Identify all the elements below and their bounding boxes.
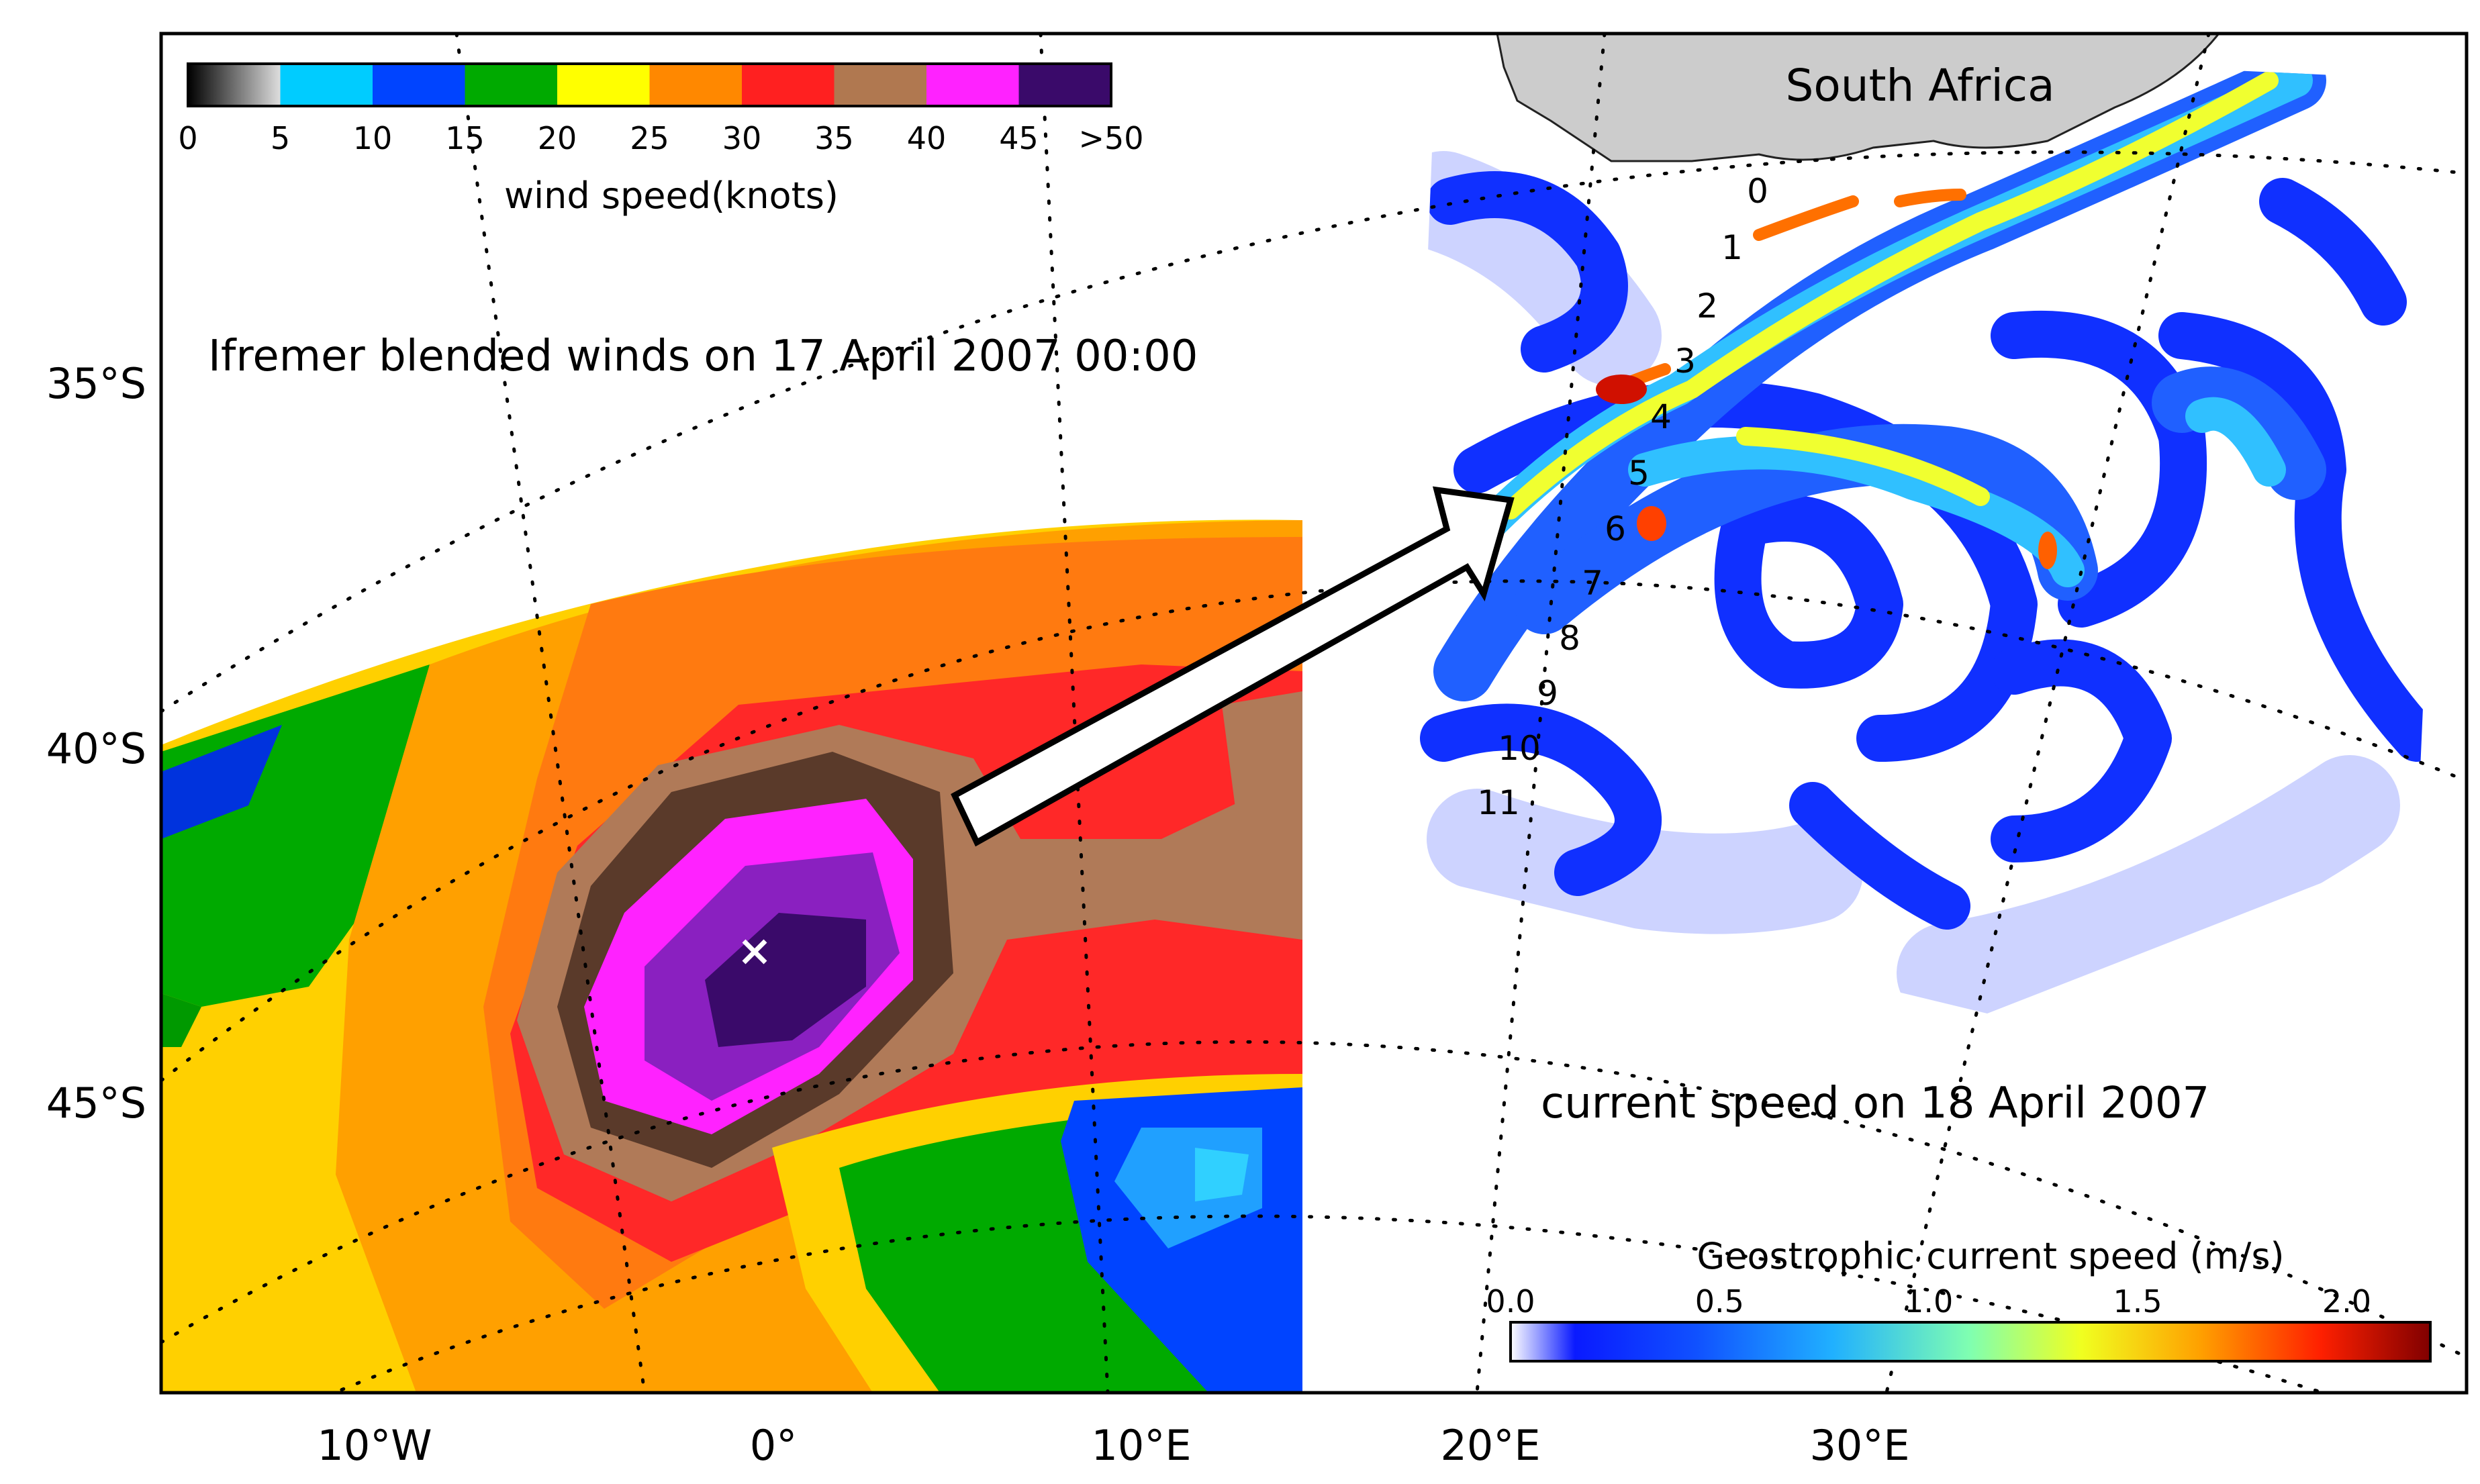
lat-label-40s: 40°S xyxy=(46,724,146,773)
south-africa-landmass xyxy=(1496,32,2222,162)
current-colorbar-bar xyxy=(1509,1321,2432,1363)
station-label: 9 xyxy=(1537,674,1558,713)
south-africa-label: South Africa xyxy=(1785,60,2054,111)
longitude-labels: 10°W 0° 10°E 20°E 30°E xyxy=(317,1421,1909,1470)
current-colorbar: Geostrophic current speed (m/s) 0.0 0.5 1.… xyxy=(1486,1235,2432,1363)
current-colorbar-tick-label: 0.5 xyxy=(1695,1283,1744,1320)
current-colorbar-tick-label: 2.0 xyxy=(2322,1283,2371,1320)
wind-colorbar-label: wind speed(knots) xyxy=(504,175,839,217)
station-label: 5 xyxy=(1628,454,1650,493)
current-colorbar-ticks: 0.0 0.5 1.0 1.5 2.0 xyxy=(1486,1283,2371,1320)
wind-colorbar-tick-label: 45 xyxy=(999,120,1039,156)
wind-colorbar-segment xyxy=(557,64,650,106)
wind-colorbar-segment-gradient xyxy=(188,64,281,106)
current-colorbar-tick-label: 1.5 xyxy=(2113,1283,2162,1320)
wind-colorbar-segment xyxy=(926,64,1019,106)
station-label: 4 xyxy=(1650,397,1672,436)
lon-label-10w: 10°W xyxy=(317,1421,432,1470)
wind-colorbar-border xyxy=(187,62,1112,107)
station-label: 2 xyxy=(1697,287,1718,326)
x-icon xyxy=(742,939,767,964)
wind-colorbar-tick-label: 30 xyxy=(722,120,762,156)
wind-colorbar-tick-label: 5 xyxy=(271,120,290,156)
wind-colorbar-segment xyxy=(465,64,558,106)
station-label: 0 xyxy=(1747,172,1768,211)
wind-field xyxy=(161,520,1302,1393)
wind-colorbar-tick-label: 15 xyxy=(445,120,485,156)
station-label: 6 xyxy=(1605,509,1626,548)
lon-label-20e: 20°E xyxy=(1440,1421,1540,1470)
lat-label-45s: 45°S xyxy=(46,1079,146,1128)
lon-label-0: 0° xyxy=(750,1421,797,1470)
station-label: 7 xyxy=(1582,564,1603,603)
latitude-labels: 35°S 40°S 45°S xyxy=(46,359,146,1128)
lat-label-35s: 35°S xyxy=(46,359,146,408)
current-colorbar-label: Geostrophic current speed (m/s) xyxy=(1697,1235,2284,1277)
lon-label-30e: 30°E xyxy=(1809,1421,1909,1470)
wind-panel-title: Ifremer blended winds on 17 April 2007 0… xyxy=(208,332,1198,381)
station-label: 10 xyxy=(1498,729,1541,768)
wind-colorbar: 0 5 10 15 20 25 30 35 40 45 >50 wind speed(knots) xyxy=(178,62,1144,217)
wind-colorbar-segment xyxy=(373,64,465,106)
wind-colorbar-segment xyxy=(742,64,834,106)
wind-colorbar-tick-label: 40 xyxy=(907,120,947,156)
current-colorbar-tick-label: 1.0 xyxy=(1904,1283,1953,1320)
wind-colorbar-segments xyxy=(188,64,1112,106)
lon-label-10e: 10°E xyxy=(1091,1421,1191,1470)
arrow-icon xyxy=(951,486,1515,847)
wind-colorbar-tick-label: 10 xyxy=(353,120,393,156)
wind-colorbar-tick-label: >50 xyxy=(1078,120,1143,156)
wind-colorbar-segment xyxy=(1018,64,1112,106)
wind-colorbar-tick-label: 20 xyxy=(538,120,577,156)
current-field xyxy=(1403,34,2450,1013)
station-label: 3 xyxy=(1674,342,1696,381)
wind-colorbar-segment xyxy=(834,64,927,106)
wind-colorbar-ticks: 0 5 10 15 20 25 30 35 40 45 >50 xyxy=(178,120,1143,156)
wind-colorbar-segment xyxy=(280,64,373,106)
current-colorbar-tick-label: 0.0 xyxy=(1486,1283,1535,1320)
wind-colorbar-tick-label: 25 xyxy=(630,120,669,156)
wind-colorbar-segment xyxy=(649,64,743,106)
current-panel-title: current speed on 18 April 2007 xyxy=(1541,1079,2209,1128)
plot-frame xyxy=(159,32,2469,1395)
wind-colorbar-tick-label: 35 xyxy=(814,120,854,156)
station-label: 11 xyxy=(1477,783,1520,822)
station-label: 8 xyxy=(1559,619,1580,658)
station-label: 1 xyxy=(1721,228,1743,267)
wind-colorbar-tick-label: 0 xyxy=(178,120,197,156)
